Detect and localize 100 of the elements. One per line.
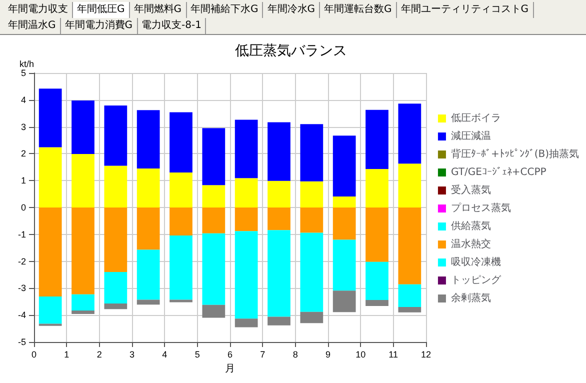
x-tick-label: 1 (64, 350, 70, 360)
x-tick-label: 0 (31, 350, 37, 360)
bar (136, 208, 160, 250)
bar (300, 312, 324, 324)
text: 年間補給下水G (186, 2, 264, 18)
text: 年間運転台数G (320, 2, 397, 18)
text: 年間温水G (4, 18, 61, 34)
bar (398, 164, 422, 208)
text: 電力収支-8-1 (138, 18, 206, 34)
y-tick-label: -2 (18, 256, 26, 266)
bar (202, 233, 226, 305)
bar (366, 110, 388, 170)
bar (366, 300, 388, 306)
bar (398, 104, 422, 164)
legend-label: 余剰蒸気 (450, 292, 491, 304)
bar (104, 166, 128, 208)
legend-label: GT/GEｺｰｼﾞｪﾈ+CCPP (450, 166, 546, 178)
y-tick-label: -3 (18, 283, 26, 294)
bar (268, 180, 290, 208)
bar (234, 120, 258, 178)
bar (366, 262, 388, 300)
legend-label: 吸収冷凍機 (450, 256, 501, 268)
bar (366, 208, 388, 262)
bar (104, 272, 128, 304)
bar (332, 196, 356, 208)
y-tick-label: 2 (20, 148, 26, 159)
bar (398, 208, 422, 284)
bar (268, 316, 290, 326)
bar (300, 208, 324, 233)
legend-label: 受入蒸気 (450, 184, 491, 196)
legend-label: 低圧ボイラ (450, 113, 501, 124)
bar (136, 250, 160, 300)
x-tick-label: 8 (292, 350, 298, 360)
bar (104, 106, 128, 166)
bar (170, 172, 192, 208)
x-axis-title: 月 (225, 364, 235, 374)
bar (234, 178, 258, 208)
x-tick-label: 4 (162, 350, 168, 360)
bar (72, 310, 94, 314)
bar (38, 296, 62, 324)
bar (38, 208, 62, 297)
x-tick-label: 7 (260, 350, 266, 360)
text: 年間ユーティリティコストG (396, 2, 534, 18)
y-tick-label: 5 (20, 68, 26, 78)
x-tick-label: 11 (388, 350, 398, 360)
bar (136, 110, 160, 168)
y-tick-label: -1 (18, 229, 26, 240)
bar (202, 185, 226, 208)
bar (170, 112, 192, 173)
y-axis-title: kt/h (19, 59, 34, 70)
bar (136, 168, 160, 208)
bar (104, 208, 128, 272)
bar (300, 181, 324, 208)
x-tick-label: 5 (194, 350, 200, 360)
bar (202, 304, 226, 318)
y-tick-label: -5 (18, 337, 26, 347)
bar (202, 208, 226, 234)
y-tick-label: -4 (18, 310, 26, 320)
x-tick-label: 3 (129, 350, 135, 360)
x-tick-label: 2 (96, 350, 102, 360)
text: 年間電力収支 (4, 2, 73, 18)
bar (366, 169, 388, 208)
legend-label: 供給蒸気 (450, 220, 491, 232)
legend-label: トッピング (450, 275, 502, 286)
bar (234, 318, 258, 328)
y-tick-label: 3 (20, 122, 26, 132)
bar (72, 154, 94, 208)
y-tick-label: 4 (20, 94, 26, 105)
x-tick-label: 10 (356, 350, 366, 360)
bar (234, 208, 258, 232)
text: 年間低圧G (73, 2, 130, 18)
bar (38, 147, 62, 208)
text: 年間冷水G (263, 2, 320, 18)
bar (136, 300, 160, 305)
bar (268, 122, 290, 181)
legend-label: プロセス蒸気 (450, 202, 511, 214)
text: 年間燃料G (130, 2, 186, 18)
bar (332, 240, 356, 291)
bar (72, 100, 94, 154)
bar (332, 290, 356, 312)
bar (72, 294, 94, 311)
y-tick-label: 1 (20, 176, 26, 186)
bar (300, 124, 324, 182)
legend-label: 背圧ﾀｰﾎﾞ+ﾄｯﾋﾟﾝｸﾞ(B)抽蒸気 (450, 148, 580, 160)
text: 年間電力消費G (60, 18, 138, 34)
legend-label: 温水熱交 (450, 238, 491, 250)
legend-label: 減圧減温 (450, 130, 491, 142)
bar (398, 284, 422, 308)
x-tick-label: 9 (325, 350, 331, 360)
bar (268, 208, 290, 230)
bar (38, 88, 62, 148)
y-tick-label: 0 (20, 202, 26, 212)
bar (332, 208, 356, 240)
bar (268, 230, 290, 317)
bar (234, 231, 258, 319)
bar (170, 208, 192, 236)
x-tick-label: 12 (420, 350, 432, 360)
bar (202, 128, 226, 186)
bar (104, 304, 128, 310)
chart-title: 低圧蒸気バランス (235, 43, 347, 59)
